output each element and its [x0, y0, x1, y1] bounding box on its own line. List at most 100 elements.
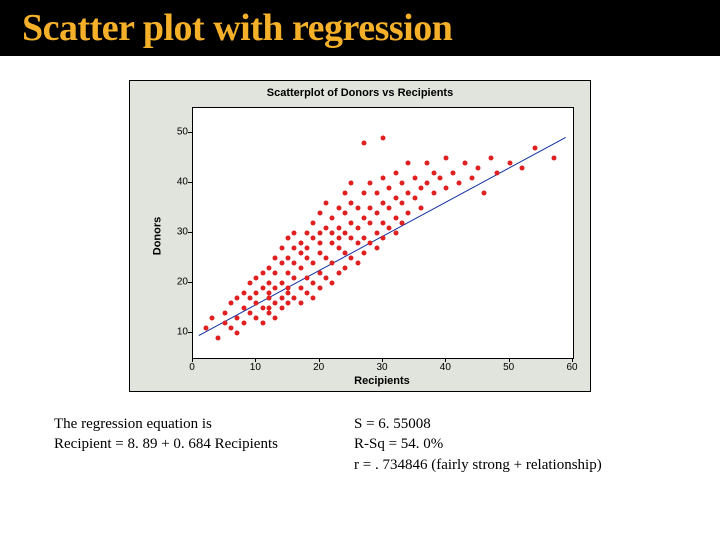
data-point: [336, 271, 341, 276]
chart-container: Scatterplot of Donors vs Recipients Dono…: [0, 80, 720, 392]
data-point: [260, 321, 265, 326]
data-point: [273, 316, 278, 321]
equation-intro: The regression equation is: [54, 414, 354, 434]
data-point: [362, 141, 367, 146]
data-point: [273, 256, 278, 261]
data-point: [324, 201, 329, 206]
data-point: [317, 286, 322, 291]
data-point: [400, 221, 405, 226]
data-point: [248, 296, 253, 301]
x-tick-label: 40: [435, 362, 455, 373]
data-point: [552, 156, 557, 161]
data-point: [260, 306, 265, 311]
data-point: [216, 336, 221, 341]
data-point: [235, 316, 240, 321]
data-point: [279, 296, 284, 301]
x-tick-label: 0: [182, 362, 202, 373]
data-point: [368, 206, 373, 211]
data-point: [305, 291, 310, 296]
data-point: [317, 251, 322, 256]
data-point: [393, 216, 398, 221]
data-point: [279, 281, 284, 286]
data-point: [267, 281, 272, 286]
data-point: [431, 191, 436, 196]
data-point: [400, 201, 405, 206]
data-point: [387, 226, 392, 231]
data-point: [330, 261, 335, 266]
x-tick-mark: [319, 358, 320, 362]
x-tick-mark: [255, 358, 256, 362]
data-point: [488, 156, 493, 161]
data-point: [248, 281, 253, 286]
data-point: [355, 206, 360, 211]
data-point: [267, 311, 272, 316]
data-point: [387, 186, 392, 191]
data-point: [286, 236, 291, 241]
data-point: [330, 231, 335, 236]
x-tick-mark: [509, 358, 510, 362]
data-point: [317, 241, 322, 246]
data-point: [330, 241, 335, 246]
data-point: [260, 271, 265, 276]
data-point: [286, 256, 291, 261]
data-point: [279, 306, 284, 311]
data-point: [248, 311, 253, 316]
data-point: [393, 171, 398, 176]
data-point: [431, 171, 436, 176]
data-point: [450, 171, 455, 176]
x-tick-label: 10: [245, 362, 265, 373]
x-tick-mark: [572, 358, 573, 362]
data-point: [311, 236, 316, 241]
data-point: [292, 261, 297, 266]
data-point: [425, 181, 430, 186]
data-point: [444, 186, 449, 191]
data-point: [362, 251, 367, 256]
data-point: [298, 266, 303, 271]
y-axis-label: Donors: [151, 217, 163, 256]
data-point: [381, 201, 386, 206]
y-tick-mark: [188, 332, 192, 333]
data-point: [355, 241, 360, 246]
chart-frame: Scatterplot of Donors vs Recipients Dono…: [129, 80, 591, 392]
data-point: [507, 161, 512, 166]
title-bar: Scatter plot with regression: [0, 0, 720, 56]
data-point: [241, 306, 246, 311]
data-point: [343, 231, 348, 236]
data-point: [393, 231, 398, 236]
x-tick-mark: [382, 358, 383, 362]
data-point: [533, 146, 538, 151]
data-point: [412, 196, 417, 201]
data-point: [286, 291, 291, 296]
data-point: [311, 281, 316, 286]
data-point: [381, 136, 386, 141]
data-point: [368, 241, 373, 246]
data-point: [229, 301, 234, 306]
data-point: [324, 226, 329, 231]
data-point: [368, 221, 373, 226]
slide-title: Scatter plot with regression: [22, 6, 698, 50]
data-point: [520, 166, 525, 171]
data-point: [355, 261, 360, 266]
y-tick-mark: [188, 132, 192, 133]
equation-formula: Recipient = 8. 89 + 0. 684 Recipients: [54, 434, 354, 454]
x-tick-mark: [192, 358, 193, 362]
data-point: [235, 331, 240, 336]
data-point: [374, 191, 379, 196]
data-point: [349, 201, 354, 206]
data-point: [412, 176, 417, 181]
data-point: [298, 286, 303, 291]
data-point: [362, 216, 367, 221]
data-point: [203, 326, 208, 331]
data-point: [336, 226, 341, 231]
data-point: [241, 321, 246, 326]
y-tick-label: 50: [170, 127, 188, 138]
chart-title: Scatterplot of Donors vs Recipients: [130, 87, 590, 99]
data-point: [381, 176, 386, 181]
y-tick-label: 30: [170, 227, 188, 238]
data-point: [406, 161, 411, 166]
data-point: [298, 301, 303, 306]
data-point: [317, 211, 322, 216]
data-point: [393, 196, 398, 201]
data-point: [311, 221, 316, 226]
data-point: [482, 191, 487, 196]
